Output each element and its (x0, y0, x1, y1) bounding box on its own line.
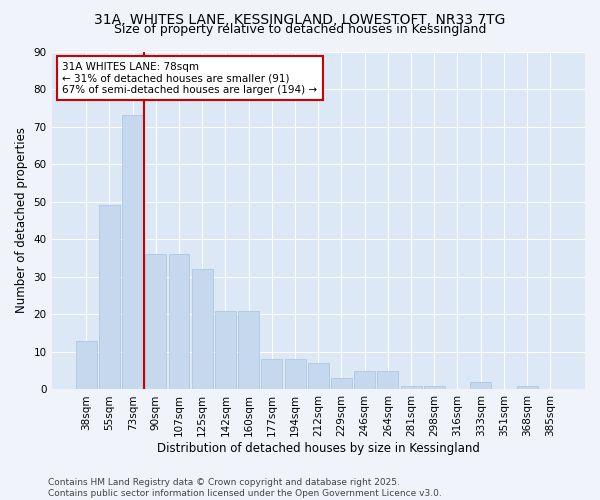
Bar (331, 378, 352, 390)
Bar (145, 254, 166, 390)
Bar (308, 363, 329, 390)
Bar (76, 340, 97, 390)
Y-axis label: Number of detached properties: Number of detached properties (15, 128, 28, 314)
Text: 31A, WHITES LANE, KESSINGLAND, LOWESTOFT, NR33 7TG: 31A, WHITES LANE, KESSINGLAND, LOWESTOFT… (94, 12, 506, 26)
Bar (284, 360, 305, 390)
Bar (169, 254, 190, 390)
X-axis label: Distribution of detached houses by size in Kessingland: Distribution of detached houses by size … (157, 442, 480, 455)
Bar (262, 360, 283, 390)
Text: Contains HM Land Registry data © Crown copyright and database right 2025.
Contai: Contains HM Land Registry data © Crown c… (48, 478, 442, 498)
Bar (192, 270, 212, 390)
Bar (377, 370, 398, 390)
Text: Size of property relative to detached houses in Kessingland: Size of property relative to detached ho… (114, 22, 486, 36)
Bar (401, 386, 422, 390)
Bar (424, 386, 445, 390)
Text: 31A WHITES LANE: 78sqm
← 31% of detached houses are smaller (91)
67% of semi-det: 31A WHITES LANE: 78sqm ← 31% of detached… (62, 62, 317, 95)
Bar (238, 310, 259, 390)
Bar (470, 382, 491, 390)
Bar (215, 310, 236, 390)
Bar (517, 386, 538, 390)
Bar (99, 206, 120, 390)
Bar (354, 370, 375, 390)
Bar (122, 116, 143, 390)
